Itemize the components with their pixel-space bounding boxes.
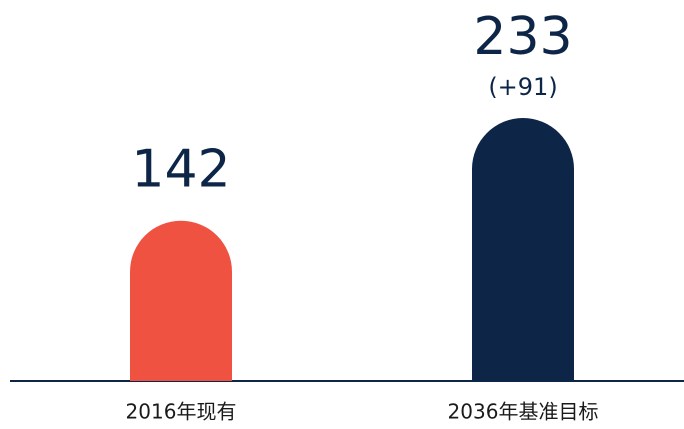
x-tick-label: 2016年现有 — [126, 400, 237, 424]
bar — [472, 118, 574, 381]
value-label: 142 — [131, 140, 230, 200]
bar — [130, 220, 232, 381]
value-label: 233 — [473, 7, 572, 67]
x-tick-label: 2036年基准目标 — [448, 400, 599, 424]
annotation: (+91) — [488, 73, 557, 101]
